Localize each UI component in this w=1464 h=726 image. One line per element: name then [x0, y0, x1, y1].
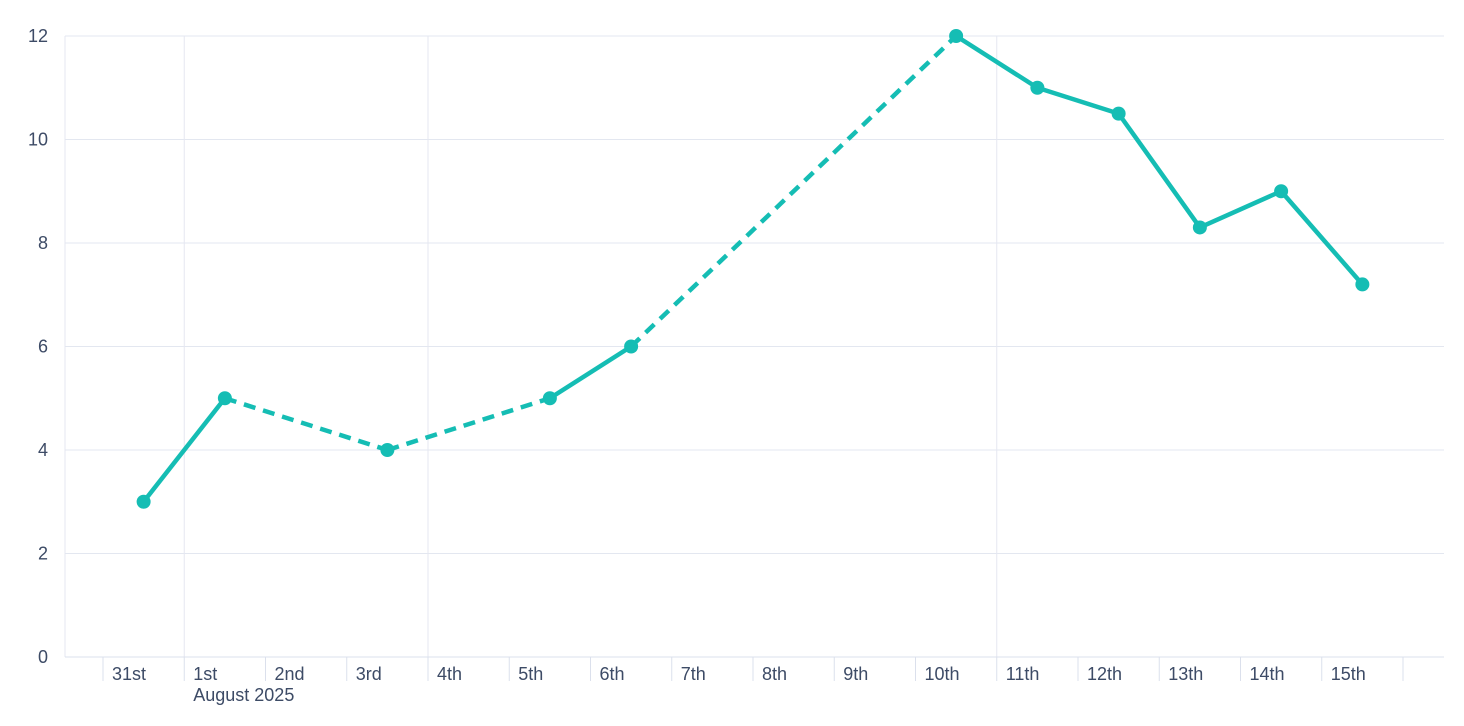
- series-segment-dashed: [224, 396, 389, 453]
- series-segment-solid: [1035, 85, 1121, 116]
- x-tick-label: 9th: [843, 664, 868, 684]
- x-tick-label: 15th: [1331, 664, 1366, 684]
- series-segment-solid: [1116, 111, 1203, 230]
- y-tick-label: 10: [28, 130, 48, 150]
- series-segment-solid: [1278, 189, 1365, 287]
- data-point[interactable]: [542, 391, 557, 406]
- data-point[interactable]: [380, 443, 395, 457]
- data-point[interactable]: [1274, 184, 1289, 199]
- x-tick-label: 4th: [437, 664, 462, 684]
- data-point[interactable]: [624, 339, 639, 354]
- x-tick-label: 1st: [193, 664, 217, 684]
- data-point[interactable]: [136, 494, 151, 509]
- series-segment-solid: [953, 33, 1040, 90]
- y-tick-label: 6: [38, 337, 48, 357]
- series-segment-solid: [1197, 189, 1284, 230]
- y-tick-label: 4: [38, 440, 48, 460]
- x-tick-label: 7th: [681, 664, 706, 684]
- x-tick-label: 3rd: [356, 664, 382, 684]
- data-point[interactable]: [949, 29, 964, 43]
- data-point[interactable]: [1030, 80, 1045, 95]
- series-segment-solid: [547, 344, 634, 401]
- y-tick-label: 0: [38, 647, 48, 667]
- data-point[interactable]: [217, 391, 232, 406]
- x-tick-label: 2nd: [275, 664, 305, 684]
- data-point[interactable]: [1355, 277, 1370, 292]
- x-tick-label: 14th: [1250, 664, 1285, 684]
- x-tick-label: 6th: [600, 664, 625, 684]
- x-tick-label: 10th: [925, 664, 960, 684]
- y-tick-label: 8: [38, 233, 48, 253]
- data-point[interactable]: [1111, 106, 1126, 121]
- series-segment-dashed: [629, 34, 958, 349]
- data-point[interactable]: [1192, 220, 1207, 235]
- x-tick-label: 12th: [1087, 664, 1122, 684]
- x-tick-label: 13th: [1168, 664, 1203, 684]
- series-segment-dashed: [386, 396, 551, 453]
- y-tick-label: 12: [28, 26, 48, 46]
- x-tick-label: 31st: [112, 664, 146, 684]
- x-tick-label: 8th: [762, 664, 787, 684]
- x-tick-label: 5th: [518, 664, 543, 684]
- y-tick-label: 2: [38, 544, 48, 564]
- x-tick-label: 11th: [1006, 664, 1040, 684]
- series-segment-solid: [141, 396, 228, 504]
- x-axis-month-label: August 2025: [193, 685, 294, 705]
